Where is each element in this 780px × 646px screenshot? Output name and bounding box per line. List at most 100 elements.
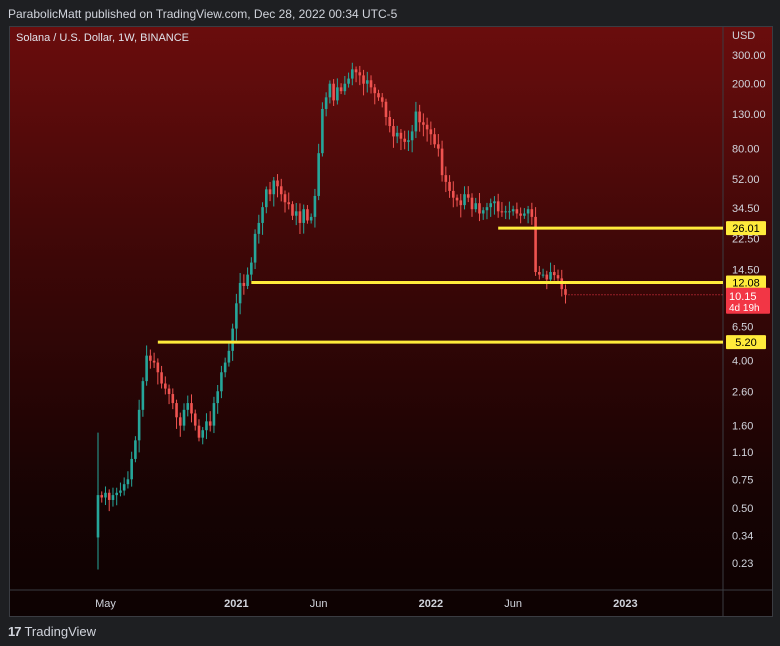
candle-body (167, 388, 171, 395)
candle-body (380, 97, 384, 102)
candle-body (276, 180, 279, 187)
candle-body (313, 195, 317, 217)
candle-body (137, 409, 141, 441)
candle-body (399, 132, 403, 139)
candle-body (216, 391, 219, 404)
candle-body (478, 203, 481, 214)
candle-body (448, 181, 451, 191)
candle-body (437, 144, 440, 149)
candle-body (425, 124, 429, 130)
candle-body (511, 209, 515, 212)
candle-body (197, 425, 201, 438)
y-tick-label: 4.00 (732, 356, 753, 368)
candle-body (208, 421, 212, 426)
candle-body (422, 122, 425, 125)
candle-body (324, 97, 328, 109)
candle-body (164, 383, 167, 389)
y-tick-label: 300.00 (732, 50, 766, 62)
chart-panel[interactable]: USD 300.00 200.00 130.00 80.00 52.00 34.50 22.5… (9, 26, 773, 617)
x-tick-label: Jun (310, 598, 328, 610)
candle-body (418, 111, 421, 123)
y-tick-label: 22.50 (732, 233, 760, 245)
candle-body (410, 131, 414, 141)
candle-body (564, 289, 567, 295)
candle-body (193, 413, 197, 426)
candle-body (182, 409, 186, 426)
candle-body (119, 490, 122, 493)
level-price-label: 26.01 (732, 223, 760, 235)
y-tick-label: 1.60 (732, 421, 753, 433)
x-tick-label: 2022 (419, 598, 443, 610)
candle-body (190, 403, 193, 414)
candle-body (328, 83, 332, 98)
candle-body (134, 440, 137, 459)
candle-body (552, 272, 556, 276)
candle-body (369, 80, 373, 88)
candle-body (294, 211, 298, 216)
candle-body (541, 274, 545, 276)
candle-body (392, 126, 395, 137)
candle-body (242, 282, 246, 286)
candle-body (261, 207, 264, 223)
last-price-label: 10.15 (729, 291, 757, 303)
candle-body (433, 134, 436, 145)
y-tick-label: 0.23 (732, 558, 753, 570)
candle-body (526, 209, 530, 214)
x-tick-label: May (95, 598, 116, 610)
candle-body (111, 495, 115, 500)
candle-body (444, 175, 448, 182)
candle-body (534, 216, 537, 273)
tradingview-logo[interactable]: 17 TradingView (8, 624, 96, 639)
published-caption: ParabolicMatt published on TradingView.c… (8, 7, 398, 21)
price-chart[interactable]: USD 300.00 200.00 130.00 80.00 52.00 34.50 22.5… (10, 27, 772, 616)
candle-body (470, 197, 474, 210)
candle-body (343, 83, 347, 92)
candle-body (455, 197, 459, 201)
candle-body (508, 211, 511, 213)
candle-body (530, 209, 534, 217)
candle-body (500, 211, 504, 213)
candle-body (149, 355, 152, 361)
candle-body (178, 417, 182, 426)
candle-body (265, 189, 268, 208)
candle-body (309, 216, 313, 221)
candle-body (354, 69, 358, 73)
candle-body (504, 211, 507, 213)
candle-body (235, 303, 238, 329)
candle-body (556, 275, 560, 279)
tradingview-mark-icon: 17 (8, 624, 22, 639)
candle-body (175, 403, 178, 418)
candle-body (358, 72, 362, 76)
candle-body (373, 87, 377, 94)
candle-body (466, 194, 470, 198)
y-tick-label: 200.00 (732, 79, 766, 91)
candle-body (519, 213, 522, 216)
candle-body (384, 101, 388, 117)
candle-body (283, 194, 287, 203)
candle-body (205, 421, 208, 431)
level-price-label: 5.20 (735, 337, 756, 349)
candle-body (351, 69, 354, 79)
candle-body (238, 282, 242, 304)
bar-countdown-label: 4d 19h (729, 303, 760, 314)
candle-body (545, 274, 549, 280)
candle-body (395, 132, 399, 137)
y-tick-label: 80.00 (732, 144, 760, 156)
candle-body (515, 209, 519, 214)
y-tick-label: 34.50 (732, 203, 760, 215)
candle-body (377, 93, 380, 98)
candle-body (388, 116, 392, 127)
candle-body (332, 83, 335, 101)
candle-body (130, 458, 133, 480)
candle-body (141, 381, 145, 410)
y-tick-label: 0.34 (732, 530, 753, 542)
y-tick-label: 2.60 (732, 386, 753, 398)
y-tick-label: 52.00 (732, 174, 760, 186)
candle-body (291, 204, 294, 216)
candle-body (414, 111, 418, 132)
candle-body (145, 355, 148, 382)
candle-body (227, 350, 231, 363)
publisher-bar: ParabolicMatt published on TradingView.c… (0, 0, 780, 26)
candle-body (474, 203, 478, 210)
candle-body (160, 372, 163, 384)
